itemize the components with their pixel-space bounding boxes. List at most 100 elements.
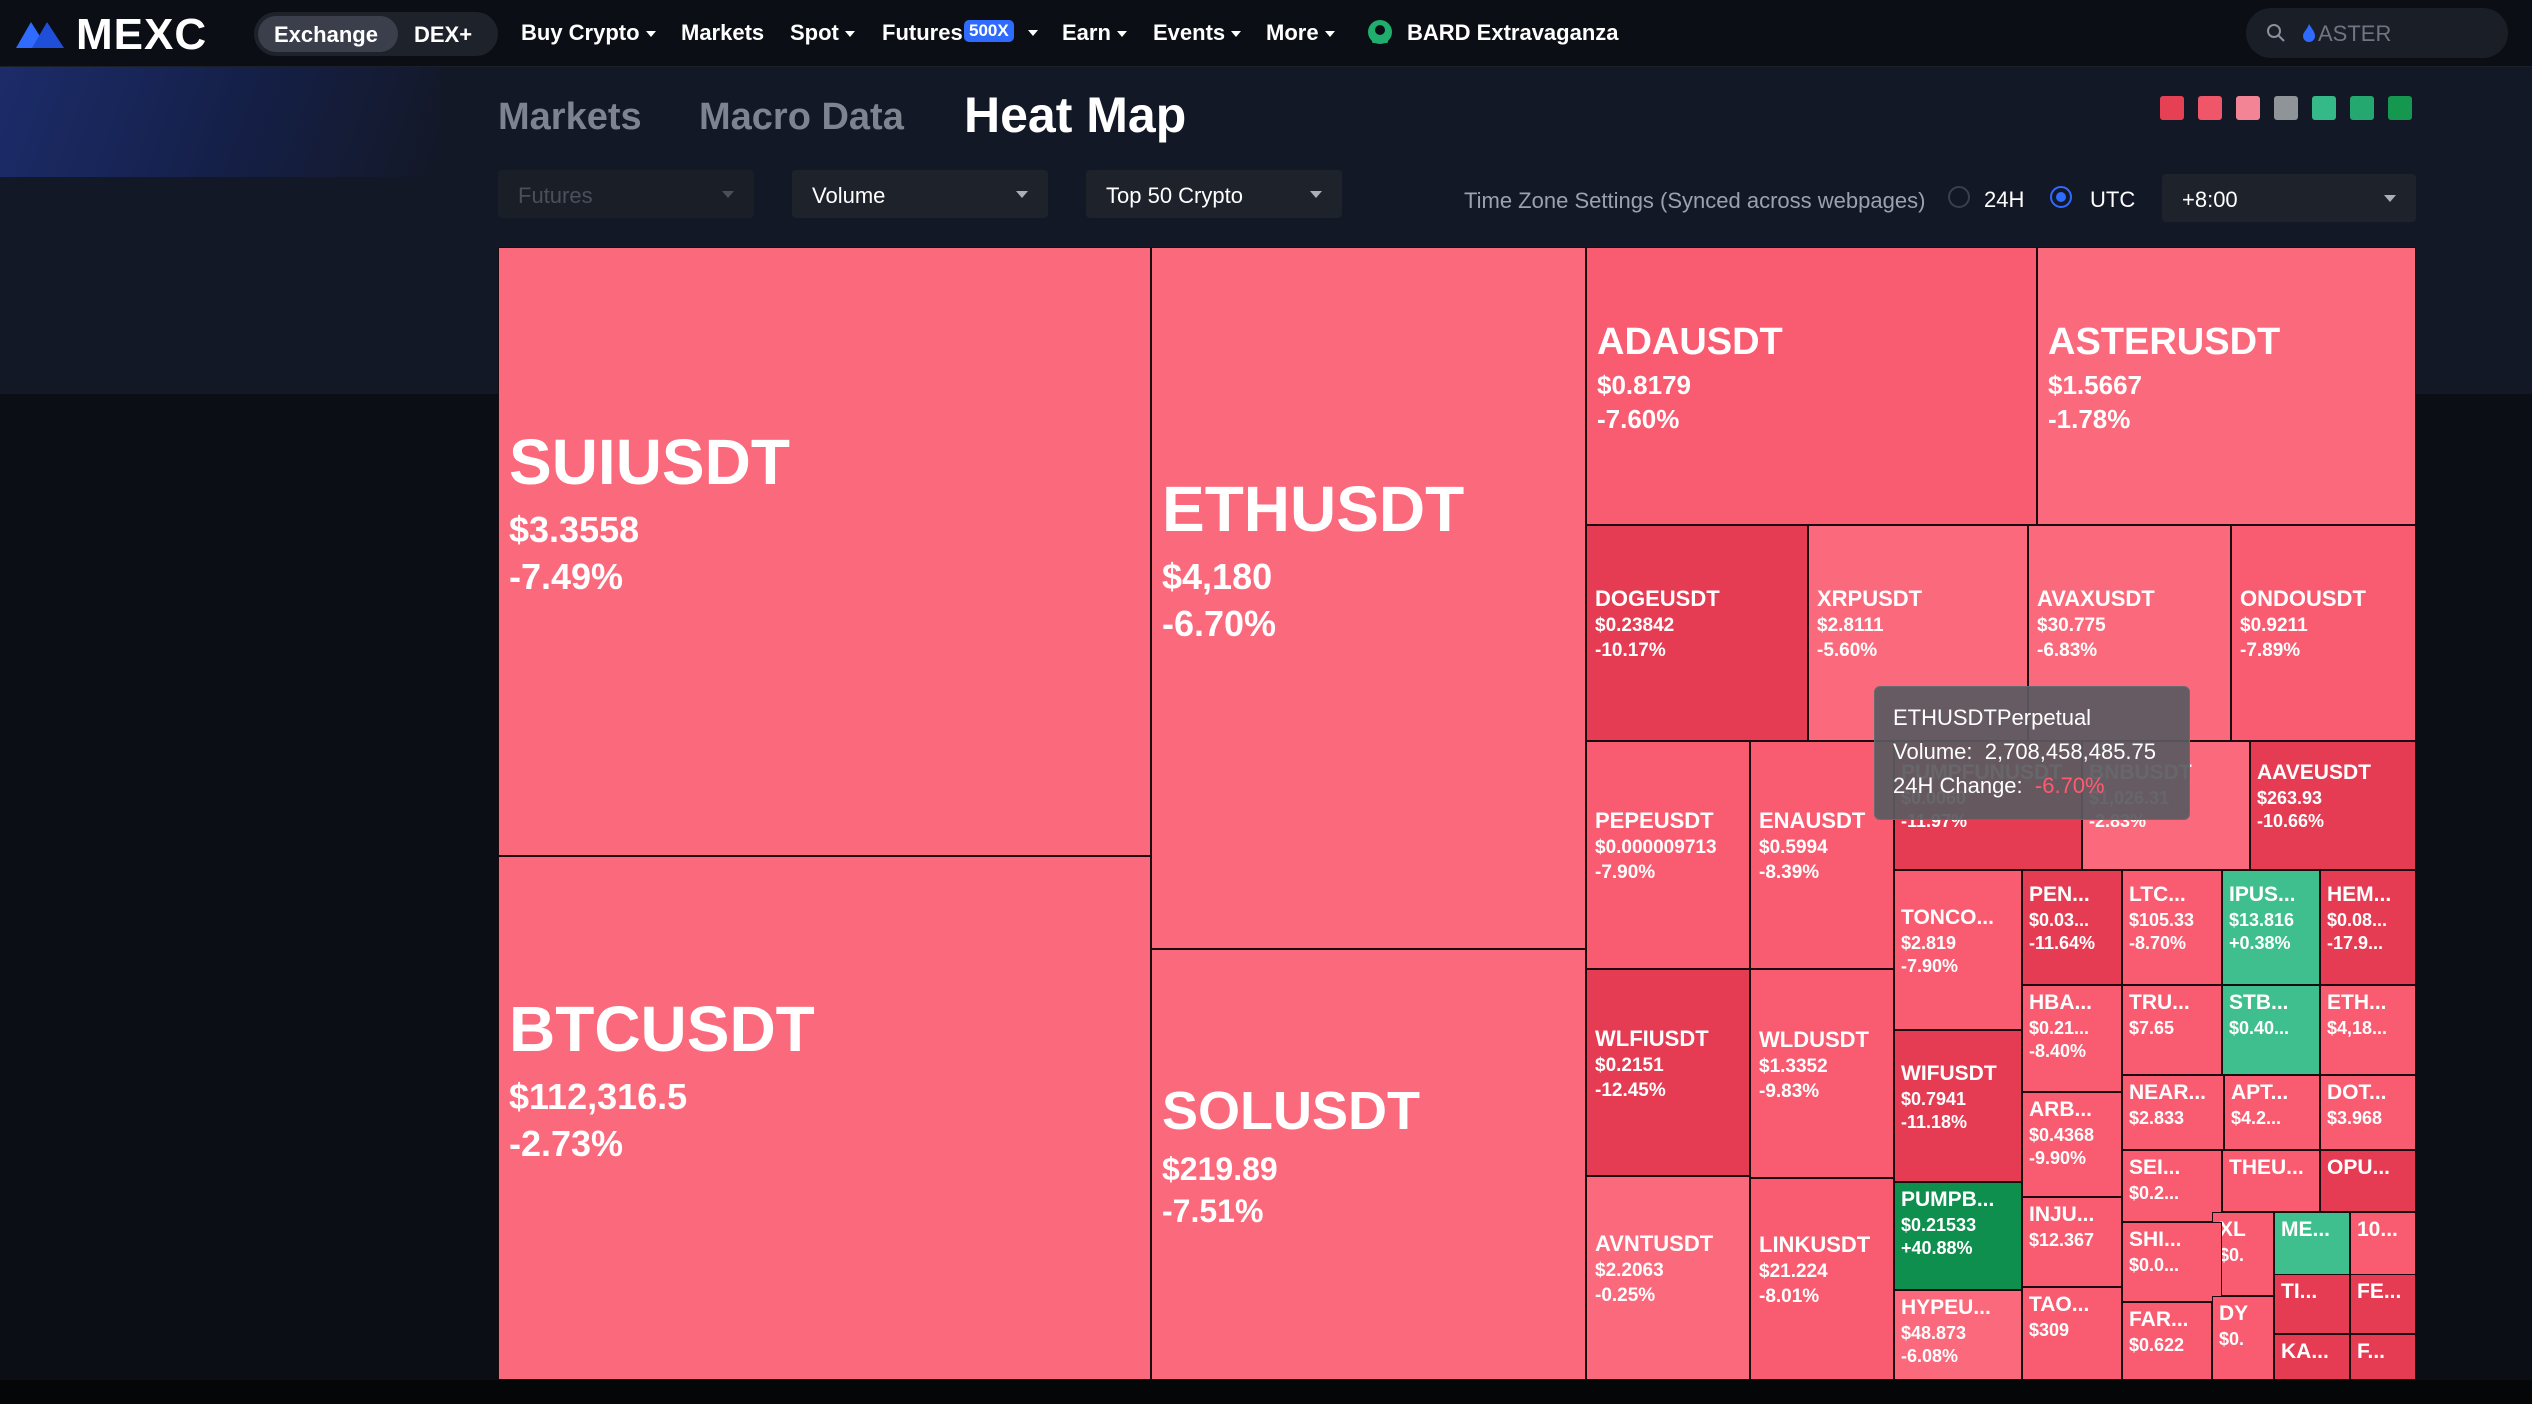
heatmap-tile[interactable]: AVNTUSDT $2.2063 -0.25% bbox=[1586, 1176, 1750, 1380]
heatmap-tile[interactable]: HYPEU... $48.873 -6.08% bbox=[1894, 1290, 2022, 1380]
heatmap-tile[interactable]: ETHUSDT $4,180 -6.70% bbox=[1151, 247, 1586, 949]
heatmap-tile[interactable]: SUIUSDT $3.3558 -7.49% bbox=[498, 247, 1151, 856]
tile-symbol: ARB... bbox=[2029, 1098, 2092, 1121]
heatmap-tile[interactable]: SOLUSDT $219.89 -7.51% bbox=[1151, 949, 1586, 1380]
radio-24h[interactable] bbox=[1948, 186, 1970, 208]
nav-earn[interactable]: Earn bbox=[1062, 20, 1127, 46]
heatmap-tile[interactable]: TONCO... $2.819 -7.90% bbox=[1894, 870, 2022, 1030]
tile-symbol: HEM... bbox=[2327, 883, 2392, 906]
exchange-dex-switch[interactable]: Exchange DEX+ bbox=[254, 12, 498, 56]
heatmap-tile[interactable]: INJU... $12.367 bbox=[2022, 1197, 2122, 1287]
market-type-select[interactable]: Futures bbox=[498, 170, 754, 218]
metric-select[interactable]: Volume bbox=[792, 170, 1048, 218]
heatmap-tile[interactable]: PEPEUSDT $0.000009713 -7.90% bbox=[1586, 741, 1750, 969]
heatmap-tile[interactable]: BTCUSDT $112,316.5 -2.73% bbox=[498, 856, 1151, 1380]
heatmap-tile[interactable]: ONDOUSDT $0.9211 -7.89% bbox=[2231, 525, 2416, 741]
heatmap-tile[interactable]: ETH... $4,18... bbox=[2320, 985, 2416, 1075]
nav-events[interactable]: Events bbox=[1153, 20, 1242, 46]
exchange-tab[interactable]: Exchange bbox=[274, 22, 378, 47]
heatmap-tile[interactable]: NEAR... $2.833 bbox=[2122, 1075, 2224, 1150]
nav-more[interactable]: More bbox=[1266, 20, 1335, 46]
search-box[interactable]: ASTER bbox=[2246, 8, 2508, 58]
tab-heat-map[interactable]: Heat Map bbox=[964, 87, 1187, 143]
scope-select[interactable]: Top 50 Crypto bbox=[1086, 170, 1342, 218]
tile-change: -5.60% bbox=[1817, 640, 1878, 661]
nav-markets[interactable]: Markets bbox=[681, 20, 764, 46]
tile-symbol: KA... bbox=[2281, 1340, 2329, 1363]
heatmap-tile[interactable]: FE... bbox=[2350, 1274, 2416, 1334]
nav-promo-bard[interactable]: BARD Extravaganza bbox=[1407, 20, 1619, 45]
tile-price: $263.93 bbox=[2257, 788, 2323, 808]
tab-markets[interactable]: Markets bbox=[498, 96, 642, 138]
radio-24h-label[interactable]: 24H bbox=[1984, 187, 2025, 212]
tile-symbol: STB... bbox=[2229, 991, 2289, 1014]
heatmap-tile[interactable]: FAR... $0.622 bbox=[2122, 1302, 2212, 1380]
heatmap-tile[interactable]: ASTERUSDT $1.5667 -1.78% bbox=[2037, 247, 2416, 525]
nav-buy-crypto[interactable]: Buy Crypto bbox=[521, 20, 656, 46]
heatmap-tile[interactable]: DOGEUSDT $0.23842 -10.17% bbox=[1586, 525, 1808, 741]
heatmap-tile[interactable]: TI... bbox=[2274, 1274, 2350, 1334]
radio-utc[interactable] bbox=[2050, 186, 2072, 208]
heatmap-tile[interactable]: PEN... $0.03... -11.64% bbox=[2022, 870, 2122, 985]
tile-price: $4,180 bbox=[1162, 556, 1273, 597]
mexc-logo-icon[interactable] bbox=[14, 16, 66, 50]
chevron-down-icon[interactable] bbox=[1028, 30, 1038, 36]
tile-price: $0.21... bbox=[2029, 1018, 2090, 1038]
timezone-offset-value: +8:00 bbox=[2182, 187, 2238, 212]
tile-price: $4,18... bbox=[2327, 1018, 2388, 1038]
scope-value: Top 50 Crypto bbox=[1106, 183, 1243, 208]
heatmap-tile[interactable]: KA... bbox=[2274, 1334, 2350, 1380]
heatmap-tile[interactable]: APT... $4.2... bbox=[2224, 1075, 2320, 1150]
heatmap-tile[interactable]: WLDUSDT $1.3352 -9.83% bbox=[1750, 969, 1894, 1178]
heatmap-tile[interactable]: HEM... $0.08... -17.9... bbox=[2320, 870, 2416, 985]
heatmap-tile[interactable]: LTC... $105.33 -8.70% bbox=[2122, 870, 2222, 985]
heatmap-tile[interactable]: DOT... $3.968 bbox=[2320, 1075, 2416, 1150]
heatmap-tile[interactable]: HBA... $0.21... -8.40% bbox=[2022, 985, 2122, 1092]
radio-utc-label[interactable]: UTC bbox=[2090, 187, 2136, 212]
heatmap-tile[interactable]: SHI... $0.0... bbox=[2122, 1222, 2222, 1302]
heatmap-tile[interactable]: STB... $0.40... bbox=[2222, 985, 2320, 1075]
heatmap-tile[interactable]: IPUS... $13.816 +0.38% bbox=[2222, 870, 2320, 985]
nav-spot[interactable]: Spot bbox=[790, 20, 855, 46]
tile-change: +0.38% bbox=[2229, 933, 2291, 953]
tab-macro-data[interactable]: Macro Data bbox=[699, 96, 904, 138]
tile-symbol: AVNTUSDT bbox=[1595, 1231, 1714, 1256]
heatmap-tile[interactable]: ARB... $0.4368 -9.90% bbox=[2022, 1092, 2122, 1197]
heatmap-tile[interactable]: AAVEUSDT $263.93 -10.66% bbox=[2250, 741, 2416, 870]
heatmap-tile[interactable]: SEI... $0.2... bbox=[2122, 1150, 2222, 1222]
chevron-down-icon bbox=[1231, 31, 1242, 38]
heatmap-tile[interactable]: ENAUSDT $0.5994 -8.39% bbox=[1750, 741, 1894, 969]
heatmap-tile[interactable]: ADAUSDT $0.8179 -7.60% bbox=[1586, 247, 2037, 525]
nav-futures[interactable]: Futures bbox=[882, 20, 963, 46]
tile-symbol: FE... bbox=[2357, 1280, 2402, 1303]
chevron-down-icon bbox=[844, 31, 855, 38]
heatmap-tile[interactable]: THEU... bbox=[2222, 1150, 2320, 1212]
heatmap-tile[interactable]: XL $0. bbox=[2212, 1212, 2274, 1296]
tile-price: $112,316.5 bbox=[509, 1076, 688, 1117]
legend-swatch bbox=[2160, 96, 2184, 120]
dex-tab[interactable]: DEX+ bbox=[414, 22, 473, 47]
heatmap-tile[interactable]: TAO... $309 bbox=[2022, 1287, 2122, 1380]
heatmap-tile[interactable]: F... bbox=[2350, 1334, 2416, 1380]
timezone-offset-select[interactable]: +8:00 bbox=[2162, 174, 2416, 222]
chevron-down-icon bbox=[645, 31, 656, 38]
heatmap-tile[interactable]: PUMPB... $0.21533 +40.88% bbox=[1894, 1182, 2022, 1290]
heatmap-tile[interactable]: DY $0. bbox=[2212, 1296, 2274, 1380]
tile-symbol: PUMPB... bbox=[1901, 1188, 1995, 1211]
tile-price: $7.65 bbox=[2129, 1018, 2175, 1038]
tile-change: -2.73% bbox=[509, 1123, 624, 1164]
heatmap-tile[interactable]: TRU... $7.65 bbox=[2122, 985, 2222, 1075]
heatmap-tile[interactable]: WLFIUSDT $0.2151 -12.45% bbox=[1586, 969, 1750, 1176]
tile-symbol: SOLUSDT bbox=[1162, 1081, 1421, 1141]
tile-price: $4.2... bbox=[2231, 1108, 2282, 1128]
heatmap-tile[interactable]: OPU... bbox=[2320, 1150, 2416, 1212]
tile-symbol: LTC... bbox=[2129, 883, 2186, 906]
tile-price: $2.819 bbox=[1901, 933, 1957, 953]
tile-change: +40.88% bbox=[1901, 1238, 1973, 1258]
heatmap-tile[interactable]: WIFUSDT $0.7941 -11.18% bbox=[1894, 1030, 2022, 1182]
market-type-value: Futures bbox=[518, 183, 593, 208]
tooltip-change-label: 24H Change: bbox=[1893, 773, 2023, 798]
logo-text[interactable]: MEXC bbox=[76, 10, 208, 59]
heatmap-tile[interactable]: LINKUSDT $21.224 -8.01% bbox=[1750, 1178, 1894, 1380]
tile-symbol: ME... bbox=[2281, 1218, 2331, 1241]
